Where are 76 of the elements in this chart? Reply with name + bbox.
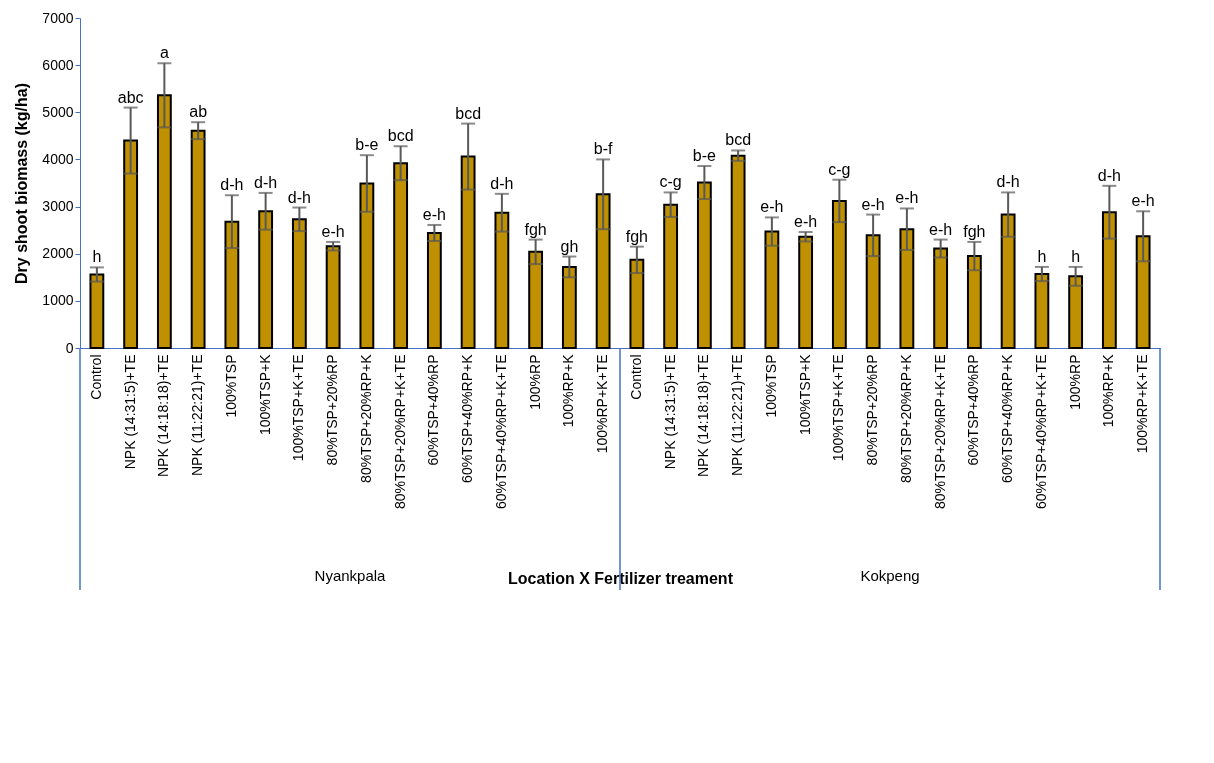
data-label: bcd — [387, 127, 414, 145]
data-label: b-e — [355, 136, 379, 154]
x-tick-label: 100%TSP+K — [256, 353, 273, 436]
data-label: fgh — [625, 227, 648, 245]
data-label: e-h — [422, 205, 446, 223]
x-tick-label: NPK (14:31:5)+TE — [121, 354, 138, 470]
data-label: b-e — [692, 147, 717, 165]
x-tick-label: 60%TSP+40%RP+K — [999, 353, 1016, 483]
data-label: e-h — [895, 189, 919, 207]
text: Kokpeng — [860, 567, 920, 584]
x-tick-label: 100%TSP — [762, 354, 779, 418]
x-tick-label: 100%RP+K+TE — [1134, 354, 1151, 454]
text: Nyankpala — [314, 567, 387, 584]
x-tick-label: 60%TSP+40%RP — [425, 354, 442, 466]
data-label: bcd — [725, 131, 752, 149]
x-tick-label: 60%TSP+40%RP+K — [459, 353, 476, 483]
data-label: c-g — [659, 173, 682, 191]
data-label: h — [1071, 247, 1081, 265]
x-tick-label: 80%TSP+20%RP — [864, 354, 881, 466]
data-label: h — [92, 248, 102, 266]
x-tick-label: NPK (14:18:18)+TE — [155, 354, 172, 478]
y-tick-label: 0 — [65, 339, 74, 356]
x-tick-label: 100%TSP+K+TE — [830, 354, 847, 462]
data-label: d-h — [254, 173, 278, 191]
data-label: e-h — [1131, 192, 1155, 210]
data-label: e-h — [861, 195, 885, 213]
data-label: e-h — [929, 220, 953, 238]
x-tick-label: 100%RP — [1066, 354, 1083, 410]
x-tick-label: NPK (11:22:21)+TE — [729, 354, 746, 477]
x-tick-label: Control — [87, 354, 104, 400]
data-label: d-h — [287, 188, 311, 206]
x-axis-title: Location X Fertilizer treament — [508, 569, 734, 587]
data-label: gh — [560, 237, 579, 255]
data-label: c-g — [828, 160, 851, 178]
x-tick-label: 100%RP — [526, 354, 543, 410]
data-label: e-h — [321, 222, 345, 240]
x-tick-label: 80%TSP+20%RP — [324, 354, 341, 466]
y-tick-label: 4000 — [42, 150, 74, 167]
x-tick-label: 100%TSP — [222, 354, 239, 418]
data-label: e-h — [760, 198, 784, 216]
x-tick-label: 100%RP+K — [560, 353, 577, 428]
y-axis-title: Dry shoot biomass (kg/ha) — [13, 83, 31, 284]
x-tick-label: 100%RP+K+TE — [594, 354, 611, 454]
data-label: d-h — [1097, 166, 1121, 184]
data-label: a — [159, 44, 169, 62]
y-tick-label: 6000 — [42, 56, 74, 73]
x-tick-label: Control — [627, 354, 644, 400]
x-tick-label: 100%RP+K — [1100, 353, 1117, 428]
data-label: fgh — [963, 222, 986, 240]
data-label: b-f — [593, 140, 614, 158]
y-tick-label: 7000 — [42, 9, 74, 26]
x-tick-label: 80%TSP+20%RP+K+TE — [391, 354, 408, 509]
y-tick-label: 1000 — [42, 292, 74, 309]
data-label: ab — [189, 103, 208, 121]
data-label: fgh — [524, 220, 547, 238]
data-label: d-h — [220, 176, 244, 194]
x-tick-label: 80%TSP+20%RP+K — [897, 353, 914, 483]
x-tick-label: NPK (11:22:21)+TE — [189, 354, 206, 477]
y-tick-label: 2000 — [42, 245, 74, 262]
data-label: bcd — [455, 104, 482, 122]
x-tick-label: 80%TSP+20%RP+K+TE — [931, 354, 948, 509]
y-tick-label: 5000 — [42, 103, 74, 120]
x-tick-label: 100%TSP+K — [796, 353, 813, 436]
data-label: e-h — [794, 213, 818, 231]
y-tick-label: 3000 — [42, 198, 74, 215]
data-label: h — [1037, 247, 1047, 265]
x-tick-label: NPK (14:18:18)+TE — [695, 354, 712, 478]
data-label: d-h — [996, 173, 1020, 191]
data-label: d-h — [490, 174, 514, 192]
x-tick-label: 60%TSP+40%RP — [965, 354, 982, 466]
x-tick-label: 60%TSP+40%RP+K+TE — [492, 354, 509, 509]
x-tick-label: 100%TSP+K+TE — [290, 354, 307, 462]
x-tick-label: NPK (14:31:5)+TE — [661, 354, 678, 470]
data-label: abc — [117, 88, 144, 106]
x-tick-label: 80%TSP+20%RP+K — [357, 353, 374, 483]
x-tick-label: 60%TSP+40%RP+K+TE — [1032, 354, 1049, 509]
